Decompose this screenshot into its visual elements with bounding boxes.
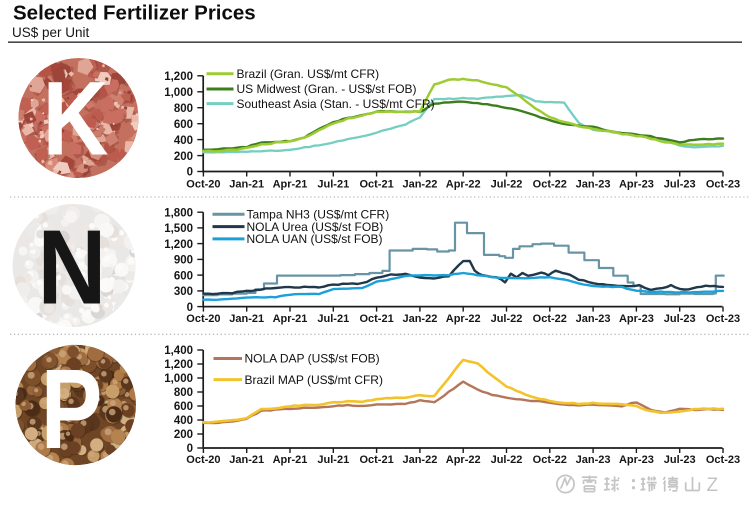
svg-text:Jul-22: Jul-22	[491, 313, 523, 325]
svg-text:Oct-22: Oct-22	[533, 179, 567, 191]
svg-text:1,200: 1,200	[164, 239, 193, 251]
svg-text:0: 0	[187, 302, 193, 314]
svg-text:1,000: 1,000	[164, 87, 193, 99]
svg-text:Apr-23: Apr-23	[619, 313, 654, 325]
svg-text:US$ per Unit: US$ per Unit	[12, 25, 90, 40]
svg-text:400: 400	[174, 415, 193, 427]
svg-text:Oct-20: Oct-20	[186, 454, 220, 466]
svg-text:400: 400	[174, 135, 193, 147]
svg-text:Oct-21: Oct-21	[359, 454, 393, 466]
svg-text:Oct-22: Oct-22	[533, 313, 567, 325]
svg-text:1,000: 1,000	[164, 373, 193, 385]
svg-text:Jan-22: Jan-22	[402, 454, 437, 466]
svg-text:Jul-21: Jul-21	[317, 454, 349, 466]
svg-text:Apr-22: Apr-22	[446, 179, 481, 191]
svg-text:Apr-21: Apr-21	[273, 454, 308, 466]
svg-text:900: 900	[174, 255, 193, 267]
svg-text:Oct-22: Oct-22	[533, 454, 567, 466]
svg-text:800: 800	[174, 103, 193, 115]
svg-text:800: 800	[174, 387, 193, 399]
svg-text:Jul-23: Jul-23	[664, 179, 696, 191]
svg-text:Apr-22: Apr-22	[446, 313, 481, 325]
svg-text:US Midwest (Gran. - US$/st FOB: US Midwest (Gran. - US$/st FOB)	[237, 82, 417, 96]
svg-text:Apr-23: Apr-23	[619, 179, 654, 191]
svg-text:NOLA UAN (US$/st FOB): NOLA UAN (US$/st FOB)	[247, 232, 383, 246]
svg-text:Oct-23: Oct-23	[706, 313, 740, 325]
svg-text:1,400: 1,400	[164, 345, 193, 357]
svg-text:200: 200	[174, 151, 193, 163]
svg-text:1,500: 1,500	[164, 223, 193, 235]
svg-text:Brazil MAP (US$/mt CFR): Brazil MAP (US$/mt CFR)	[245, 373, 383, 387]
svg-text:Oct-21: Oct-21	[359, 179, 393, 191]
svg-text:Jul-22: Jul-22	[491, 454, 523, 466]
svg-text:Jul-21: Jul-21	[317, 179, 349, 191]
svg-text:600: 600	[174, 119, 193, 131]
svg-text:Jan-23: Jan-23	[576, 313, 611, 325]
svg-text:600: 600	[174, 401, 193, 413]
svg-text:Jul-23: Jul-23	[664, 454, 696, 466]
svg-text:Jul-23: Jul-23	[664, 313, 696, 325]
svg-text:1,200: 1,200	[164, 71, 193, 83]
svg-text:Apr-22: Apr-22	[446, 454, 481, 466]
svg-text:P: P	[41, 345, 103, 472]
svg-text:0: 0	[187, 167, 193, 179]
svg-text:N: N	[38, 209, 107, 327]
svg-text:Jul-21: Jul-21	[317, 313, 349, 325]
svg-text:Apr-21: Apr-21	[273, 313, 308, 325]
svg-text:Apr-21: Apr-21	[273, 179, 308, 191]
svg-text:Southeast Asia (Stan. - US$/mt: Southeast Asia (Stan. - US$/mt CFR)	[237, 97, 435, 111]
svg-text:300: 300	[174, 286, 193, 298]
svg-text:K: K	[42, 60, 108, 177]
svg-text:Brazil (Gran. US$/mt CFR): Brazil (Gran. US$/mt CFR)	[237, 67, 380, 81]
svg-text:600: 600	[174, 270, 193, 282]
svg-text:1,200: 1,200	[164, 359, 193, 371]
svg-text:Oct-20: Oct-20	[186, 313, 220, 325]
svg-text:Jan-22: Jan-22	[402, 313, 437, 325]
svg-text:Z: Z	[707, 475, 719, 496]
svg-text:Jan-23: Jan-23	[576, 454, 611, 466]
svg-text:Jul-22: Jul-22	[491, 179, 523, 191]
svg-text:Oct-21: Oct-21	[359, 313, 393, 325]
svg-text:200: 200	[174, 429, 193, 441]
svg-text:Selected Fertilizer Prices: Selected Fertilizer Prices	[13, 2, 256, 25]
svg-text:Oct-23: Oct-23	[706, 454, 740, 466]
svg-text:Jan-22: Jan-22	[402, 179, 437, 191]
svg-text:Oct-23: Oct-23	[706, 179, 740, 191]
svg-text:Jan-23: Jan-23	[576, 179, 611, 191]
svg-text:Jan-21: Jan-21	[229, 179, 264, 191]
svg-text:Jan-21: Jan-21	[229, 454, 264, 466]
svg-text:Oct-20: Oct-20	[186, 179, 220, 191]
svg-text:NOLA DAP (US$/st FOB): NOLA DAP (US$/st FOB)	[245, 352, 380, 366]
svg-text:1,800: 1,800	[164, 207, 193, 219]
svg-text:Jan-21: Jan-21	[229, 313, 264, 325]
svg-text:Apr-23: Apr-23	[619, 454, 654, 466]
